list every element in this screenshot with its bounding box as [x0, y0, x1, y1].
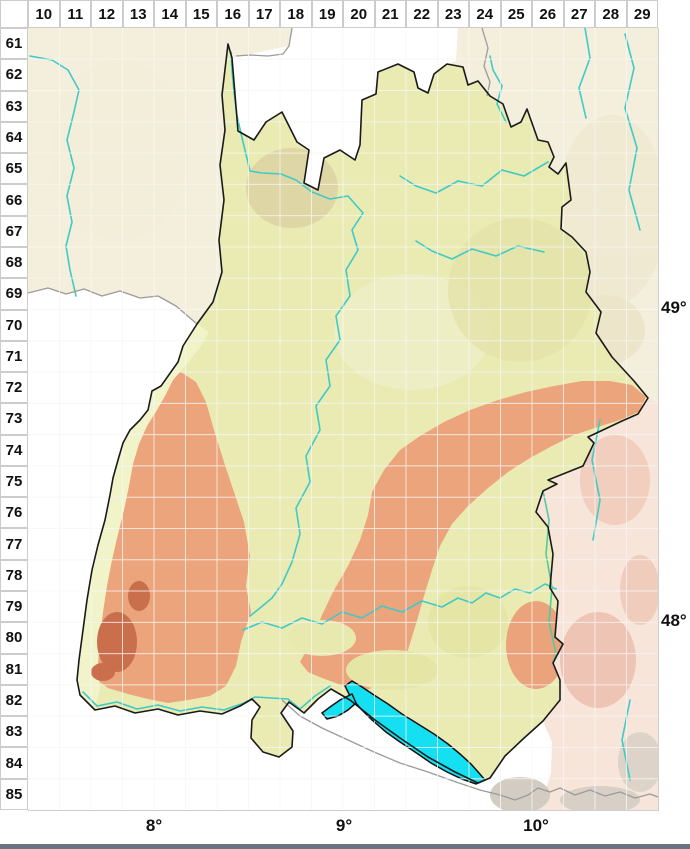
grid-column-label: 28	[595, 0, 627, 28]
grid-row-label: 82	[0, 684, 28, 717]
grid-row-label: 63	[0, 90, 28, 122]
grid-row-label: 77	[0, 528, 28, 560]
grid-column-label: 26	[532, 0, 564, 28]
grid-column-label: 21	[374, 0, 406, 28]
grid-column-label: 14	[154, 0, 186, 28]
grid-row-label: 68	[0, 246, 28, 279]
grid-row-label: 73	[0, 403, 28, 435]
grid-row-label: 78	[0, 559, 28, 592]
grid-lines	[28, 28, 658, 810]
region-white-west-south	[28, 288, 552, 810]
grid-row-label: 65	[0, 153, 28, 185]
grid-column-label: 13	[122, 0, 154, 28]
grid-row-label: 71	[0, 340, 28, 373]
map-canvas	[27, 27, 667, 814]
map-area	[27, 27, 667, 814]
terrain-olive-northeast	[448, 218, 592, 362]
terrain-upland-alb	[300, 381, 646, 690]
river-jagst	[399, 161, 549, 194]
grid-row-label: 83	[0, 716, 28, 748]
river-northeast-1	[578, 27, 591, 119]
grid-row-label: 69	[0, 278, 28, 310]
border-west-cream-white	[27, 287, 198, 325]
border-north-1	[235, 27, 293, 57]
border-north-2	[481, 27, 491, 97]
river-danube	[242, 583, 557, 631]
grid-column-label: 18	[280, 0, 312, 28]
river-east-2	[621, 699, 631, 781]
neighbor-east-patches	[490, 435, 662, 814]
grid-row-label: 81	[0, 653, 28, 685]
terrain-upland-southeast	[506, 601, 566, 689]
grid-column-label: 25	[500, 0, 532, 28]
rivers	[29, 27, 641, 781]
grid-row-label: 79	[0, 591, 28, 623]
grid-column-label: 29	[626, 0, 658, 28]
terrain-hole-2	[346, 650, 438, 690]
grid-row-label: 62	[0, 59, 28, 91]
bottom-frame-bar	[0, 844, 690, 849]
grid-column-label: 11	[59, 0, 91, 28]
river-east-1	[591, 419, 601, 541]
grid-column-label: 12	[91, 0, 123, 28]
longitude-label-9: 9°	[335, 816, 353, 835]
grid-column-label: 16	[217, 0, 249, 28]
grid-row-label: 75	[0, 465, 28, 498]
river-rhine-north	[29, 55, 80, 297]
grid-column-label: 19	[311, 0, 343, 28]
grid-row-label: 74	[0, 434, 28, 466]
latitude-label-49: 49°	[661, 298, 687, 317]
grid-column-label: 27	[563, 0, 595, 28]
terrain-hole-danube	[288, 620, 356, 656]
grid-row-label: 66	[0, 184, 28, 216]
river-kocher	[415, 240, 545, 260]
corner-cell	[0, 0, 28, 28]
grid-row-label: 72	[0, 372, 28, 404]
grid-row-label: 64	[0, 121, 28, 154]
grid-column-label: 15	[185, 0, 217, 28]
terrain-high-feldberg	[97, 612, 137, 672]
neighbor-borders	[27, 27, 659, 801]
terrain-rhine-valley	[77, 324, 209, 708]
longitude-label-8: 8°	[145, 816, 163, 835]
grid-column-label: 17	[248, 0, 280, 28]
longitude-label-10: 10°	[523, 816, 549, 835]
river-hochrhein	[82, 685, 331, 712]
river-neckar	[230, 51, 364, 617]
grid-row-label: 85	[0, 778, 28, 810]
region-white-north	[232, 28, 458, 190]
grid-column-label: 10	[28, 0, 60, 28]
terrain-layers	[77, 148, 646, 708]
latitude-label-48: 48°	[661, 611, 687, 630]
terrain-high-spot-2	[128, 581, 150, 611]
grid-row-label: 76	[0, 497, 28, 529]
grid-row-label: 84	[0, 747, 28, 779]
grid-row-label: 70	[0, 309, 28, 341]
grid-column-label: 22	[406, 0, 438, 28]
state-border	[76, 43, 649, 784]
river-northeast-2	[624, 33, 641, 231]
grid-column-label: 24	[469, 0, 501, 28]
grid-row-label: 80	[0, 622, 28, 654]
grid-column-label: 23	[437, 0, 469, 28]
border-swiss-south	[281, 699, 659, 801]
grid-column-label: 20	[343, 0, 375, 28]
grid-row-label: 61	[0, 28, 28, 60]
grid-row-label: 67	[0, 215, 28, 247]
terrain-high-spot-3	[91, 663, 115, 681]
lake-west-arm	[320, 692, 357, 720]
